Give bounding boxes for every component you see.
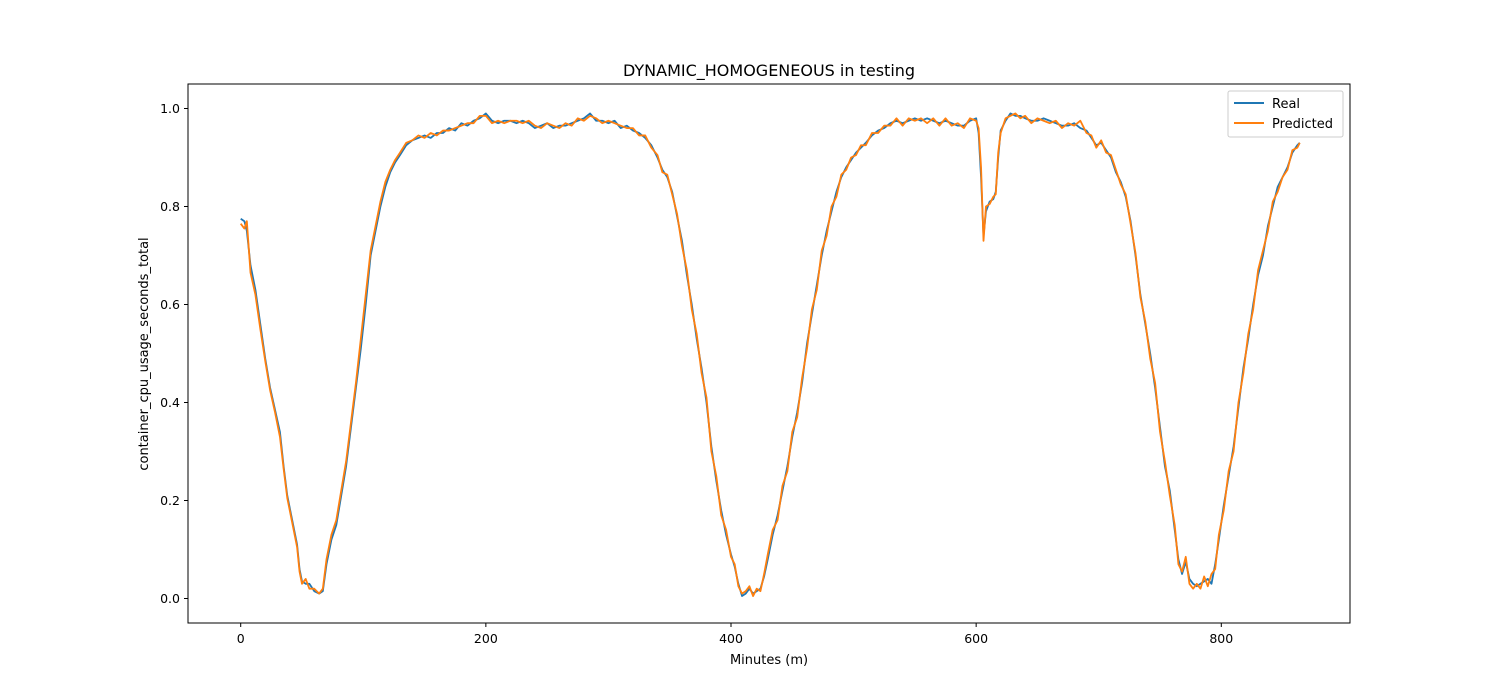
y-tick-label: 0.4: [160, 395, 180, 410]
series-layer: [239, 112, 1301, 597]
legend-label-real: Real: [1272, 97, 1300, 112]
y-tick-label: 0.2: [160, 493, 180, 508]
x-tick-label: 0: [237, 631, 245, 646]
y-tick-label: 0.6: [160, 297, 180, 312]
y-tick-label: 1.0: [160, 101, 180, 116]
series-line-predicted: [239, 112, 1301, 597]
legend-label-predicted: Predicted: [1272, 117, 1333, 132]
x-tick-label: 600: [964, 631, 988, 646]
x-tick-label: 800: [1209, 631, 1233, 646]
x-tick-label: 200: [474, 631, 498, 646]
x-axis-ticks: 0 200 400 600 800: [237, 623, 1233, 646]
plot-frame: [187, 83, 1351, 624]
legend: Real Predicted: [1227, 90, 1344, 138]
chart-title: DYNAMIC_HOMOGENEOUS in testing: [623, 61, 915, 81]
y-axis-label: container_cpu_usage_seconds_total: [137, 237, 152, 470]
y-tick-label: 0.8: [160, 199, 180, 214]
plot-area: [188, 84, 1350, 623]
y-tick-label: 0.0: [160, 591, 180, 606]
x-axis-label: Minutes (m): [730, 653, 808, 668]
x-tick-label: 400: [719, 631, 743, 646]
y-axis-ticks: 0.0 0.2 0.4 0.6 0.8 1.0: [160, 101, 188, 606]
